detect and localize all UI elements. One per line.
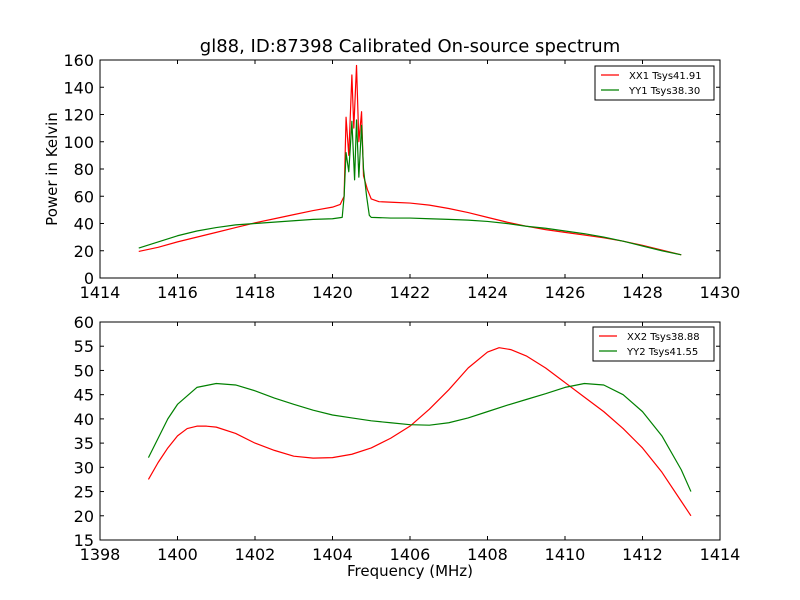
top-chart: 1414 1416 1418 1420 1422 1424 1426 1428 1430 0 20 4…: [63, 51, 740, 302]
bottom-y-tick-label: 15: [74, 531, 94, 550]
bottom-legend: [592, 326, 715, 362]
bottom-x-tick-label: 1410: [545, 545, 586, 564]
top-x-tick-label: 1414: [80, 283, 121, 302]
top-y-tick-label: 140: [63, 78, 94, 97]
bottom-legend-label-2: YY2 Tsys41.55: [626, 347, 698, 358]
bottom-y-tick-label: 55: [74, 337, 94, 356]
top-legend: [594, 65, 715, 101]
top-y-tick-label: 100: [63, 133, 94, 152]
top-x-tick-label: 1418: [235, 283, 276, 302]
top-series-line-2: [138, 119, 682, 256]
bottom-y-tick-label: 50: [74, 361, 94, 380]
bottom-y-tick-label: 20: [74, 507, 94, 526]
top-y-tick-label: 0: [84, 269, 94, 288]
top-x-tick-label: 1422: [390, 283, 431, 302]
bottom-chart: 1398 1400 1402 1404 1406 1408 1410 1412 1414 15 20…: [74, 313, 741, 564]
bottom-x-tick-label: 1404: [312, 545, 353, 564]
bottom-x-tick-label: 1402: [235, 545, 276, 564]
top-y-tick-label: 60: [74, 187, 94, 206]
bottom-series-line-2: [147, 382, 692, 492]
top-y-tick-label: 160: [63, 51, 94, 70]
top-x-tick-label: 1426: [545, 283, 586, 302]
bottom-x-tick-label: 1408: [467, 545, 508, 564]
top-chart-title: gl88, ID:87398 Calibrated On-source spec…: [200, 36, 620, 57]
bottom-x-tick-label: 1414: [700, 545, 741, 564]
bottom-y-tick-label: 30: [74, 458, 94, 477]
bottom-y-tick-label: 40: [74, 410, 94, 429]
bottom-y-tick-label: 60: [74, 313, 94, 332]
bottom-y-tick-label: 35: [74, 434, 94, 453]
bottom-legend-label-1: XX2 Tsys38.88: [627, 332, 700, 343]
bottom-x-tick-label: 1412: [622, 545, 663, 564]
top-x-tick-label: 1420: [312, 283, 353, 302]
bottom-x-tick-label: 1406: [390, 545, 431, 564]
top-x-tick-label: 1430: [700, 283, 741, 302]
top-y-tick-label: 80: [74, 160, 94, 179]
top-x-tick-label: 1416: [157, 283, 198, 302]
top-y-tick-label: 120: [63, 106, 94, 125]
top-legend-label-2: YY1 Tsys38.30: [628, 86, 700, 97]
bottom-series-line-1: [147, 347, 692, 517]
top-legend-label-1: XX1 Tsys41.91: [629, 71, 702, 82]
top-y-tick-label: 20: [74, 242, 94, 261]
top-chart-ylabel: Power in Kelvin: [43, 112, 61, 226]
bottom-x-tick-label: 1398: [80, 545, 121, 564]
top-y-tick-label: 40: [74, 215, 94, 234]
top-x-tick-label: 1428: [622, 283, 663, 302]
bottom-y-tick-label: 45: [74, 386, 94, 405]
bottom-x-tick-label: 1400: [157, 545, 198, 564]
bottom-y-tick-label: 25: [74, 483, 94, 502]
bottom-chart-xlabel: Frequency (MHz): [347, 562, 473, 580]
top-x-tick-label: 1424: [467, 283, 508, 302]
